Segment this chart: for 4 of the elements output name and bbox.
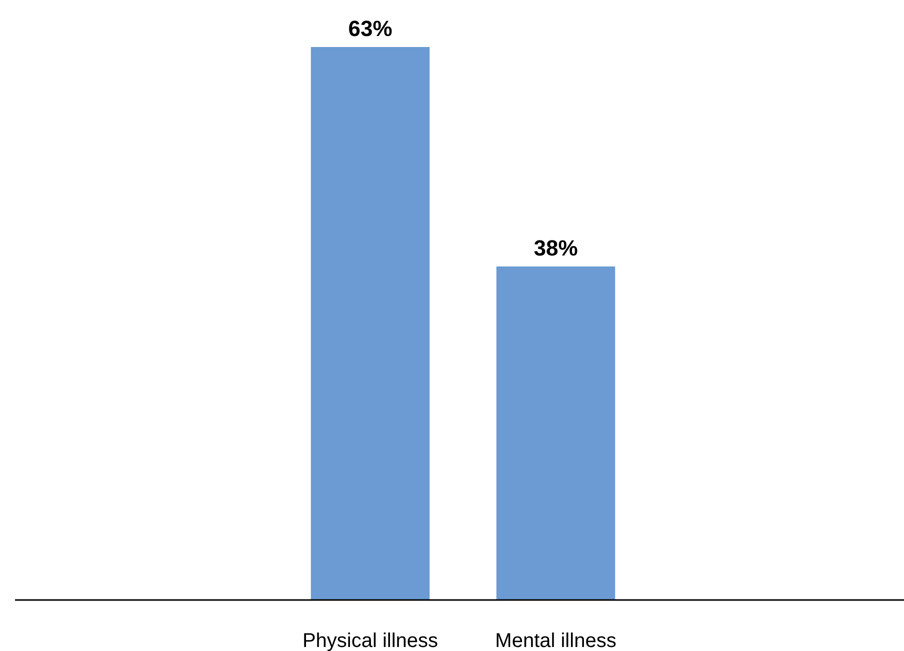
x-tick-label: Mental illness: [495, 630, 616, 651]
x-tick-label: Physical illness: [302, 630, 438, 651]
data-label: 63%: [348, 16, 392, 41]
data-label: 38%: [534, 235, 578, 260]
